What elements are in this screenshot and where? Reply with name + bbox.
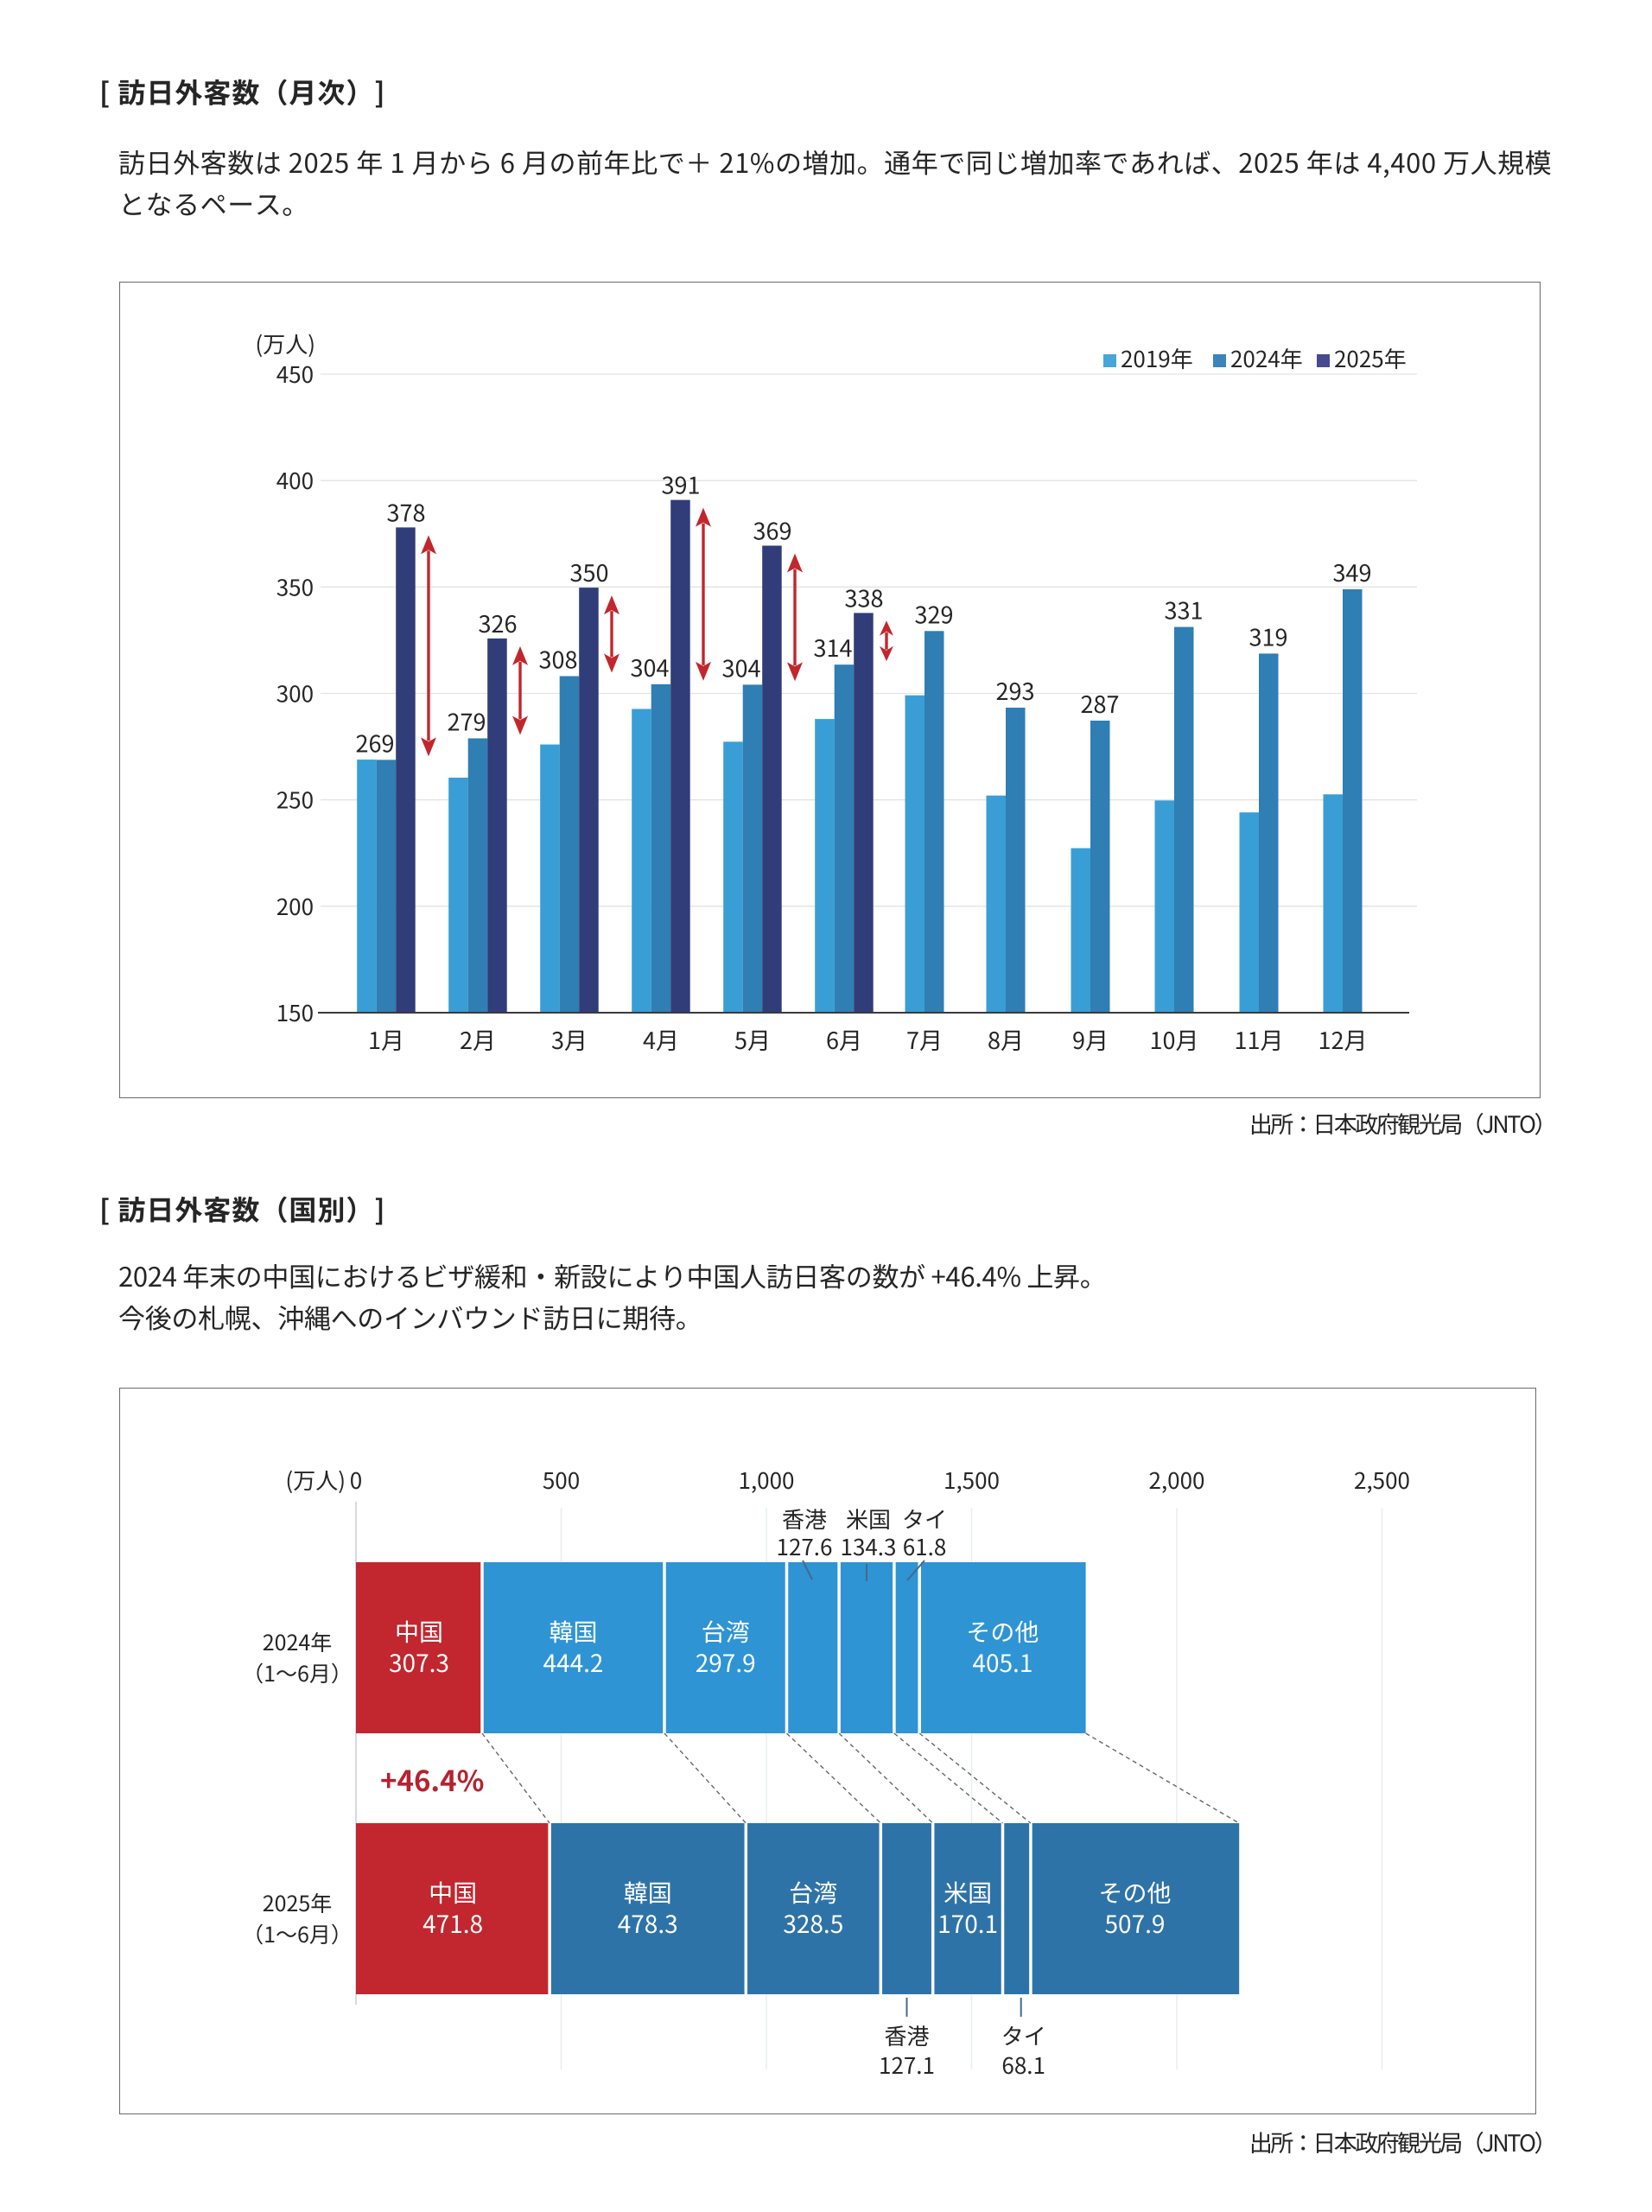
svg-text:(万人): (万人) bbox=[255, 327, 315, 359]
svg-text:378: 378 bbox=[387, 494, 426, 528]
svg-text:タイ: タイ bbox=[902, 1503, 947, 1535]
svg-text:米国: 米国 bbox=[944, 1875, 992, 1910]
svg-text:その他: その他 bbox=[966, 1614, 1039, 1649]
svg-text:507.9: 507.9 bbox=[1105, 1906, 1166, 1941]
svg-text:471.8: 471.8 bbox=[423, 1906, 483, 1941]
svg-text:68.1: 68.1 bbox=[1001, 2049, 1045, 2081]
svg-text:300: 300 bbox=[276, 677, 314, 709]
svg-text:2025年: 2025年 bbox=[1334, 342, 1407, 374]
svg-text:12月: 12月 bbox=[1318, 1022, 1368, 1056]
svg-text:405.1: 405.1 bbox=[972, 1645, 1032, 1680]
svg-text:香港: 香港 bbox=[884, 2019, 929, 2051]
svg-text:304: 304 bbox=[631, 650, 670, 683]
svg-text:304: 304 bbox=[722, 650, 761, 683]
svg-text:250: 250 bbox=[276, 784, 314, 816]
svg-text:319: 319 bbox=[1249, 619, 1288, 652]
svg-text:350: 350 bbox=[570, 555, 609, 588]
svg-text:500: 500 bbox=[543, 1464, 580, 1496]
svg-text:米国: 米国 bbox=[846, 1503, 891, 1535]
svg-text:308: 308 bbox=[539, 642, 578, 676]
svg-text:287: 287 bbox=[1081, 686, 1120, 720]
svg-text:6月: 6月 bbox=[826, 1022, 862, 1056]
svg-text:0: 0 bbox=[350, 1464, 362, 1496]
svg-text:293: 293 bbox=[996, 673, 1035, 707]
svg-text:331: 331 bbox=[1165, 593, 1204, 626]
svg-text:（1～6月）: （1～6月） bbox=[242, 1657, 353, 1688]
svg-text:314: 314 bbox=[814, 630, 853, 664]
svg-text:2024年: 2024年 bbox=[263, 1626, 333, 1657]
svg-text:269: 269 bbox=[356, 725, 395, 759]
svg-text:8月: 8月 bbox=[988, 1022, 1024, 1056]
svg-text:170.1: 170.1 bbox=[937, 1906, 998, 1941]
svg-text:タイ: タイ bbox=[1001, 2019, 1046, 2051]
svg-text:10月: 10月 bbox=[1150, 1022, 1199, 1056]
svg-text:2019年: 2019年 bbox=[1121, 342, 1193, 374]
svg-text:444.2: 444.2 bbox=[543, 1645, 604, 1680]
svg-text:297.9: 297.9 bbox=[696, 1645, 756, 1680]
svg-text:307.3: 307.3 bbox=[389, 1645, 449, 1680]
svg-text:391: 391 bbox=[662, 467, 701, 501]
svg-text:2月: 2月 bbox=[460, 1022, 496, 1056]
svg-text:7月: 7月 bbox=[906, 1022, 943, 1056]
svg-text:200: 200 bbox=[276, 890, 314, 922]
svg-text:1,500: 1,500 bbox=[944, 1464, 1000, 1496]
svg-text:その他: その他 bbox=[1098, 1875, 1171, 1910]
svg-text:328.5: 328.5 bbox=[783, 1906, 843, 1941]
svg-text:2,500: 2,500 bbox=[1354, 1464, 1410, 1496]
svg-text:1,000: 1,000 bbox=[739, 1464, 795, 1496]
svg-text:400: 400 bbox=[276, 464, 314, 496]
svg-text:台湾: 台湾 bbox=[702, 1614, 750, 1649]
svg-text:369: 369 bbox=[753, 513, 792, 547]
svg-text:1月: 1月 bbox=[368, 1022, 404, 1056]
svg-text:329: 329 bbox=[915, 596, 954, 630]
svg-text:11月: 11月 bbox=[1235, 1022, 1284, 1056]
svg-text:279: 279 bbox=[448, 704, 486, 738]
svg-text:349: 349 bbox=[1333, 555, 1372, 588]
svg-text:韓国: 韓国 bbox=[624, 1875, 672, 1910]
svg-text:326: 326 bbox=[479, 606, 518, 639]
svg-text:350: 350 bbox=[276, 570, 314, 602]
svg-text:3月: 3月 bbox=[551, 1022, 588, 1056]
svg-text:5月: 5月 bbox=[734, 1022, 771, 1056]
svg-text:450: 450 bbox=[276, 358, 314, 390]
svg-text:127.1: 127.1 bbox=[879, 2049, 935, 2081]
svg-text:香港: 香港 bbox=[782, 1503, 827, 1535]
svg-text:(万人): (万人) bbox=[285, 1464, 346, 1496]
svg-text:61.8: 61.8 bbox=[903, 1530, 947, 1562]
svg-text:4月: 4月 bbox=[643, 1022, 679, 1056]
svg-text:2025年: 2025年 bbox=[263, 1887, 333, 1918]
svg-text:（1～6月）: （1～6月） bbox=[242, 1918, 353, 1949]
svg-text:9月: 9月 bbox=[1072, 1022, 1109, 1056]
svg-text:478.3: 478.3 bbox=[618, 1906, 678, 1941]
svg-text:150: 150 bbox=[276, 996, 314, 1028]
svg-text:127.6: 127.6 bbox=[777, 1530, 833, 1562]
svg-text:134.3: 134.3 bbox=[841, 1530, 897, 1562]
svg-text:2024年: 2024年 bbox=[1230, 342, 1303, 374]
svg-text:338: 338 bbox=[845, 580, 884, 613]
svg-text:中国: 中国 bbox=[429, 1875, 477, 1910]
svg-text:台湾: 台湾 bbox=[789, 1875, 837, 1910]
svg-text:+46.4%: +46.4% bbox=[380, 1758, 484, 1800]
svg-text:中国: 中国 bbox=[395, 1614, 443, 1649]
svg-text:韓国: 韓国 bbox=[549, 1614, 597, 1649]
svg-text:2,000: 2,000 bbox=[1149, 1464, 1205, 1496]
